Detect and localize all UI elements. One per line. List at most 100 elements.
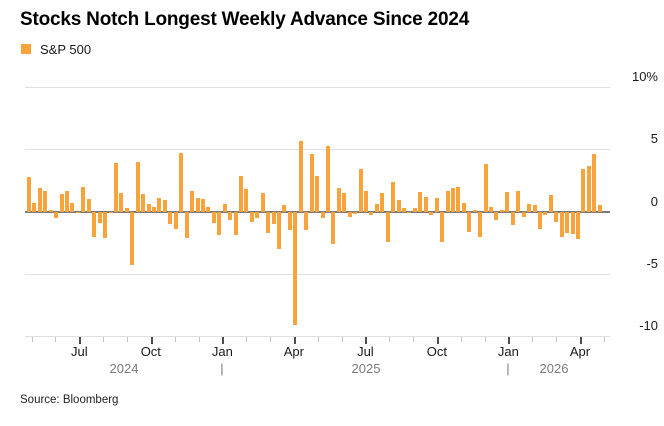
bar: [380, 192, 385, 212]
bar: [369, 211, 374, 216]
bar: [43, 190, 48, 212]
bar: [418, 191, 423, 212]
bar: [162, 200, 167, 212]
bar: [331, 211, 336, 245]
bar: [222, 204, 227, 212]
bar: [260, 192, 265, 212]
bar: [494, 211, 499, 221]
bar: [320, 211, 325, 218]
bar: [581, 169, 586, 212]
x-axis-minor-tick: [103, 337, 105, 342]
bar: [429, 211, 434, 216]
bar: [597, 204, 602, 212]
bar: [217, 211, 222, 236]
bar: [391, 181, 396, 212]
bar: [146, 204, 151, 212]
year-label: 2026: [539, 361, 569, 377]
x-axis-major-tick: [150, 337, 153, 345]
bar: [152, 206, 157, 212]
bar: [282, 205, 287, 212]
bar: [445, 190, 450, 212]
bar: [478, 211, 483, 237]
year-separator: |: [506, 361, 510, 377]
gridline: [25, 87, 610, 88]
bar: [440, 211, 445, 242]
bar: [374, 204, 379, 212]
bar: [385, 211, 390, 242]
bar: [489, 206, 494, 212]
bar: [347, 211, 352, 217]
year-label: 2024: [109, 361, 139, 377]
x-axis-minor-tick: [389, 337, 391, 342]
bar: [434, 197, 439, 212]
x-axis-minor-tick: [55, 337, 57, 342]
x-axis-minor-tick: [556, 337, 558, 342]
x-axis-minor-tick: [198, 337, 200, 342]
bar: [548, 195, 553, 212]
x-axis-month-label: Jan: [211, 344, 233, 360]
bar: [228, 211, 233, 221]
bar: [238, 175, 243, 212]
bar: [54, 211, 59, 218]
y-axis-label: 5: [650, 131, 658, 147]
x-axis-minor-tick: [317, 337, 319, 342]
gridline: [25, 149, 610, 151]
bar: [124, 207, 129, 212]
bar: [510, 211, 515, 226]
bar: [233, 211, 238, 236]
bar: [304, 211, 309, 231]
bar: [309, 154, 314, 212]
bar: [211, 211, 216, 223]
bar: [315, 175, 320, 212]
x-axis-minor-tick: [341, 337, 343, 342]
y-axis-label: 0: [650, 193, 658, 209]
gridline: [25, 336, 610, 338]
bar: [450, 188, 455, 212]
bar: [249, 211, 254, 222]
bar: [157, 197, 162, 212]
x-axis-month-label: Jul: [357, 344, 374, 360]
bar: [244, 189, 249, 212]
bar: [412, 207, 417, 212]
bar: [173, 211, 178, 230]
bar: [141, 194, 146, 212]
bar: [586, 165, 591, 212]
bar: [179, 153, 184, 212]
bar: [532, 205, 537, 212]
bar: [255, 211, 260, 218]
bar: [364, 190, 368, 212]
bar: [293, 211, 298, 326]
x-axis-major-tick: [79, 337, 82, 345]
bar: [65, 190, 70, 212]
bar: [277, 211, 282, 250]
x-axis-major-tick: [436, 337, 439, 345]
bar: [570, 211, 575, 235]
bar: [559, 211, 564, 237]
bar: [554, 211, 559, 222]
x-axis-minor-tick: [460, 337, 462, 342]
bar: [200, 199, 205, 212]
x-axis-minor-tick: [270, 337, 272, 342]
bar: [461, 202, 466, 212]
bar: [358, 169, 363, 212]
x-axis-minor-tick: [484, 337, 486, 342]
legend-label: S&P 500: [40, 42, 92, 57]
bar: [336, 188, 341, 212]
bar: [483, 164, 488, 212]
x-axis-minor-tick: [126, 337, 128, 342]
bar: [195, 197, 200, 212]
x-axis-month-label: Jan: [497, 344, 519, 360]
bar: [353, 211, 358, 214]
bar: [467, 211, 472, 232]
bar: [86, 199, 91, 212]
x-axis-major-tick: [222, 337, 225, 345]
bar: [505, 191, 510, 212]
bar: [48, 210, 53, 212]
x-axis-minor-tick: [246, 337, 248, 342]
source-caption: Source: Bloomberg: [20, 394, 119, 406]
bar: [287, 211, 292, 231]
legend-swatch-icon: [21, 44, 31, 54]
bar: [325, 145, 330, 212]
bar: [537, 211, 542, 230]
